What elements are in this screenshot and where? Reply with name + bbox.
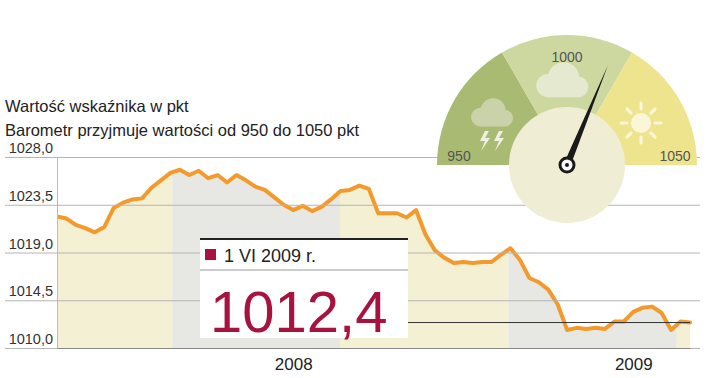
icon-part	[651, 133, 655, 137]
icon-part	[481, 117, 505, 126]
annotation-date: 1 VI 2009 r.	[224, 246, 316, 266]
icon-part	[621, 122, 627, 125]
gauge-needle	[564, 64, 611, 167]
gauge-hub-dot	[565, 163, 569, 167]
y-tick-label: 1019,0	[9, 236, 53, 252]
icon-bolt	[494, 131, 504, 151]
x-tick: 2009	[615, 355, 653, 374]
gauge-hub	[560, 158, 574, 172]
annotation-rule	[200, 270, 408, 271]
annotation-value: 1012,4	[210, 279, 387, 344]
grid-line	[5, 348, 700, 349]
gauge-tick-label: 1050	[659, 148, 690, 164]
y-tick-label: 1023,5	[9, 188, 53, 204]
annotation-leader	[408, 322, 690, 323]
icon-part	[655, 122, 661, 125]
y-tick-label: 1014,5	[9, 283, 53, 299]
gauge: 950 1000 1050	[437, 35, 697, 223]
x-tick: 2008	[275, 355, 313, 374]
x-tick-label: 2009	[615, 355, 653, 374]
icon-part	[631, 113, 651, 133]
gauge-tick-label: 950	[447, 148, 471, 164]
icon-part	[627, 133, 631, 137]
subtitle: Barometr przyjmuje wartości od 950 do 10…	[5, 121, 359, 139]
icon-part	[640, 137, 643, 143]
x-axis: 2008 2009	[58, 349, 691, 375]
x-tick-label: 2008	[275, 355, 313, 374]
icon-sun	[621, 103, 661, 143]
icon-part	[627, 109, 631, 113]
icon-bolt	[480, 131, 490, 151]
annotation: 1 VI 2009 r. 1012,4	[200, 238, 690, 344]
gauge-tick-label: 1000	[551, 49, 582, 65]
icon-part	[651, 109, 655, 113]
annotation-rule	[200, 238, 408, 240]
annotation-square	[205, 249, 216, 260]
icon-part	[640, 103, 643, 109]
title: Wartość wskaźnika w pkt	[5, 97, 189, 115]
y-tick-label: 1028,0	[9, 140, 53, 156]
y-tick-label: 1010,0	[9, 331, 53, 347]
gauge-disc	[509, 107, 625, 223]
icon-part	[548, 86, 578, 98]
chart: Wartość wskaźnika w pkt Barometr przyjmuj…	[0, 0, 720, 378]
x-axis-line	[58, 348, 691, 349]
